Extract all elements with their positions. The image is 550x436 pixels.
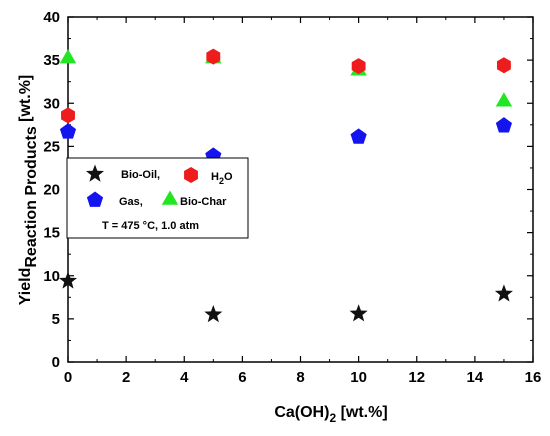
legend-label-h2o-sub: 2 bbox=[219, 176, 224, 186]
legend-conditions: T = 475 °C, 1.0 atm bbox=[102, 220, 199, 232]
legend-label-h2o-main: H bbox=[211, 171, 219, 183]
data-point-star bbox=[349, 304, 368, 322]
y-axis-title-suffix: [wt.%] bbox=[17, 75, 34, 127]
y-tick-label: 10 bbox=[43, 268, 60, 285]
legend-markers bbox=[85, 164, 198, 207]
x-tick-label: 10 bbox=[350, 369, 367, 386]
data-point-star bbox=[204, 305, 223, 323]
data-point-triangle bbox=[59, 49, 77, 64]
data-point-pentagon bbox=[495, 117, 513, 133]
legend-marker-star bbox=[85, 164, 105, 182]
data-point-pentagon bbox=[350, 128, 367, 144]
x-tick-label: 0 bbox=[64, 369, 72, 386]
y-tick-label: 40 bbox=[43, 9, 60, 26]
legend-label-h2o: H2O bbox=[211, 171, 233, 186]
x-tick-label: 14 bbox=[467, 369, 484, 386]
y-tick-label: 35 bbox=[43, 52, 60, 69]
y-tick-label: 20 bbox=[43, 182, 60, 199]
y-tick-label: 5 bbox=[52, 311, 60, 328]
data-points bbox=[58, 48, 513, 323]
x-tick-label: 2 bbox=[122, 369, 130, 386]
data-point-star bbox=[494, 284, 513, 302]
x-tick-label: 12 bbox=[408, 369, 425, 386]
data-point-hexagon bbox=[206, 48, 221, 65]
y-axis-title-main: Yield bbox=[17, 268, 34, 306]
legend-label-h2o-tail: O bbox=[224, 171, 233, 183]
x-tick-label: 8 bbox=[296, 369, 304, 386]
x-axis-title-sub: 2 bbox=[329, 411, 336, 425]
x-tick-label: 16 bbox=[525, 369, 542, 386]
x-axis-title: Ca(OH)2 [wt.%] bbox=[274, 404, 387, 425]
x-axis-title-suffix: [wt.%] bbox=[336, 404, 388, 421]
y-tick-label: 15 bbox=[43, 225, 60, 242]
legend-marker-pentagon bbox=[86, 191, 104, 207]
data-point-hexagon bbox=[497, 57, 511, 74]
legend: Bio-Oil, H2O Gas, Bio-Char T = 475 °C, 1… bbox=[66, 157, 249, 239]
data-point-star bbox=[58, 271, 78, 289]
x-tick-label: 6 bbox=[238, 369, 246, 386]
y-tick-label: 30 bbox=[43, 95, 60, 112]
data-point-triangle bbox=[495, 92, 513, 107]
y-axis-title-sub: Reaction Products bbox=[23, 126, 40, 267]
ticks: 0 2 4 6 8 10 12 14 16 0 5 10 15 20 25 30 35 40 bbox=[43, 9, 541, 386]
y-tick-label: 0 bbox=[52, 354, 60, 371]
data-point-pentagon bbox=[59, 123, 77, 139]
legend-label-gas: Gas, bbox=[119, 196, 143, 208]
data-point-hexagon bbox=[61, 107, 75, 124]
y-axis-title: YieldReaction Products [wt.%] bbox=[17, 75, 40, 306]
legend-label-bio-oil: Bio-Oil, bbox=[121, 169, 160, 181]
legend-label-bio-char: Bio-Char bbox=[180, 196, 227, 208]
legend-marker-triangle bbox=[161, 190, 179, 205]
x-axis-title-main: Ca(OH) bbox=[274, 404, 329, 421]
data-point-hexagon bbox=[351, 58, 366, 75]
y-tick-label: 25 bbox=[43, 138, 60, 155]
legend-marker-hexagon bbox=[184, 167, 198, 183]
x-tick-label: 4 bbox=[180, 369, 189, 386]
